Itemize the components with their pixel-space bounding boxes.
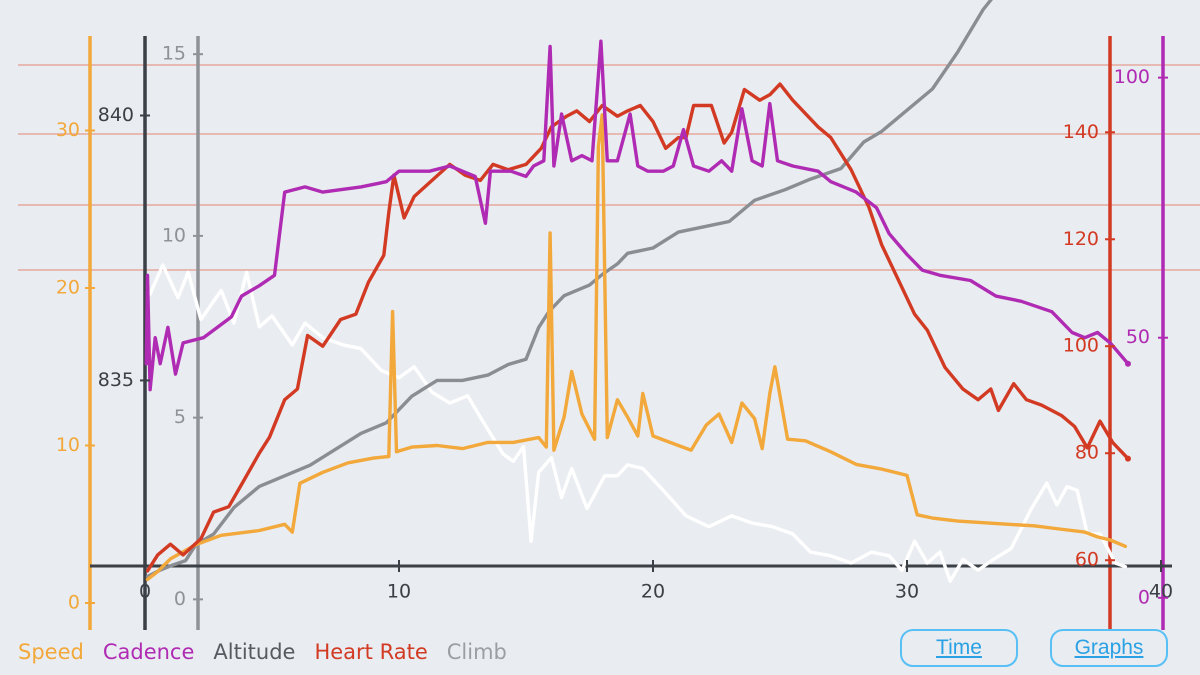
climb-tick-label: 15 (162, 43, 186, 65)
legend-climb: Climb (446, 640, 507, 664)
heart-rate-end-marker (1124, 455, 1131, 462)
heart-rate-tick-label: 80 (1075, 442, 1099, 464)
speed-tick-label: 30 (56, 119, 80, 141)
altitude-tick-label: 840 (98, 104, 134, 126)
horizontal-gridlines (18, 64, 1200, 271)
series-line-heart-rate (145, 82, 1130, 573)
cadence-tick-label: 100 (1114, 66, 1150, 88)
legend-altitude: Altitude (213, 640, 296, 664)
series-line-cadence (144, 39, 1130, 392)
speed-tick-label: 10 (56, 434, 80, 456)
speed-tick-label: 0 (68, 592, 80, 614)
climb-tick-label: 5 (174, 406, 186, 428)
x-tick-label: 20 (641, 581, 665, 603)
legend-speed: Speed (18, 640, 84, 664)
speed-tick-label: 20 (56, 277, 80, 299)
legend-heart-rate: Heart Rate (314, 640, 428, 664)
cadence-tick-label: 50 (1126, 326, 1150, 348)
time-button[interactable]: Time (900, 629, 1018, 667)
chart-legend: Speed Cadence Altitude Heart Rate Climb (18, 640, 507, 664)
climb-tick-label: 10 (162, 224, 186, 246)
altitude-tick-label: 835 (98, 369, 134, 391)
heart-rate-tick-label: 60 (1075, 549, 1099, 571)
x-tick-label: 30 (895, 581, 919, 603)
heart-rate-tick-label: 100 (1063, 335, 1099, 357)
x-tick-label: 40 (1149, 581, 1173, 603)
x-tick-label: 10 (387, 581, 411, 603)
heart-rate-tick-label: 140 (1063, 121, 1099, 143)
legend-cadence: Cadence (102, 640, 195, 664)
x-tick-label: 0 (139, 581, 151, 603)
series-line-speed (145, 113, 1128, 582)
graphs-button[interactable]: Graphs (1050, 629, 1168, 667)
heart-rate-tick-label: 120 (1063, 228, 1099, 250)
cadence-tick-label: 0 (1138, 586, 1150, 608)
climb-tick-label: 0 (174, 588, 186, 610)
cadence-end-marker (1124, 360, 1131, 367)
series-line-climb (148, 263, 1128, 583)
